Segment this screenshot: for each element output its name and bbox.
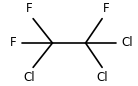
Text: F: F bbox=[10, 36, 17, 50]
Text: Cl: Cl bbox=[23, 71, 35, 84]
Text: F: F bbox=[103, 2, 110, 15]
Text: Cl: Cl bbox=[121, 36, 133, 50]
Text: Cl: Cl bbox=[96, 71, 108, 84]
Text: F: F bbox=[26, 2, 32, 15]
